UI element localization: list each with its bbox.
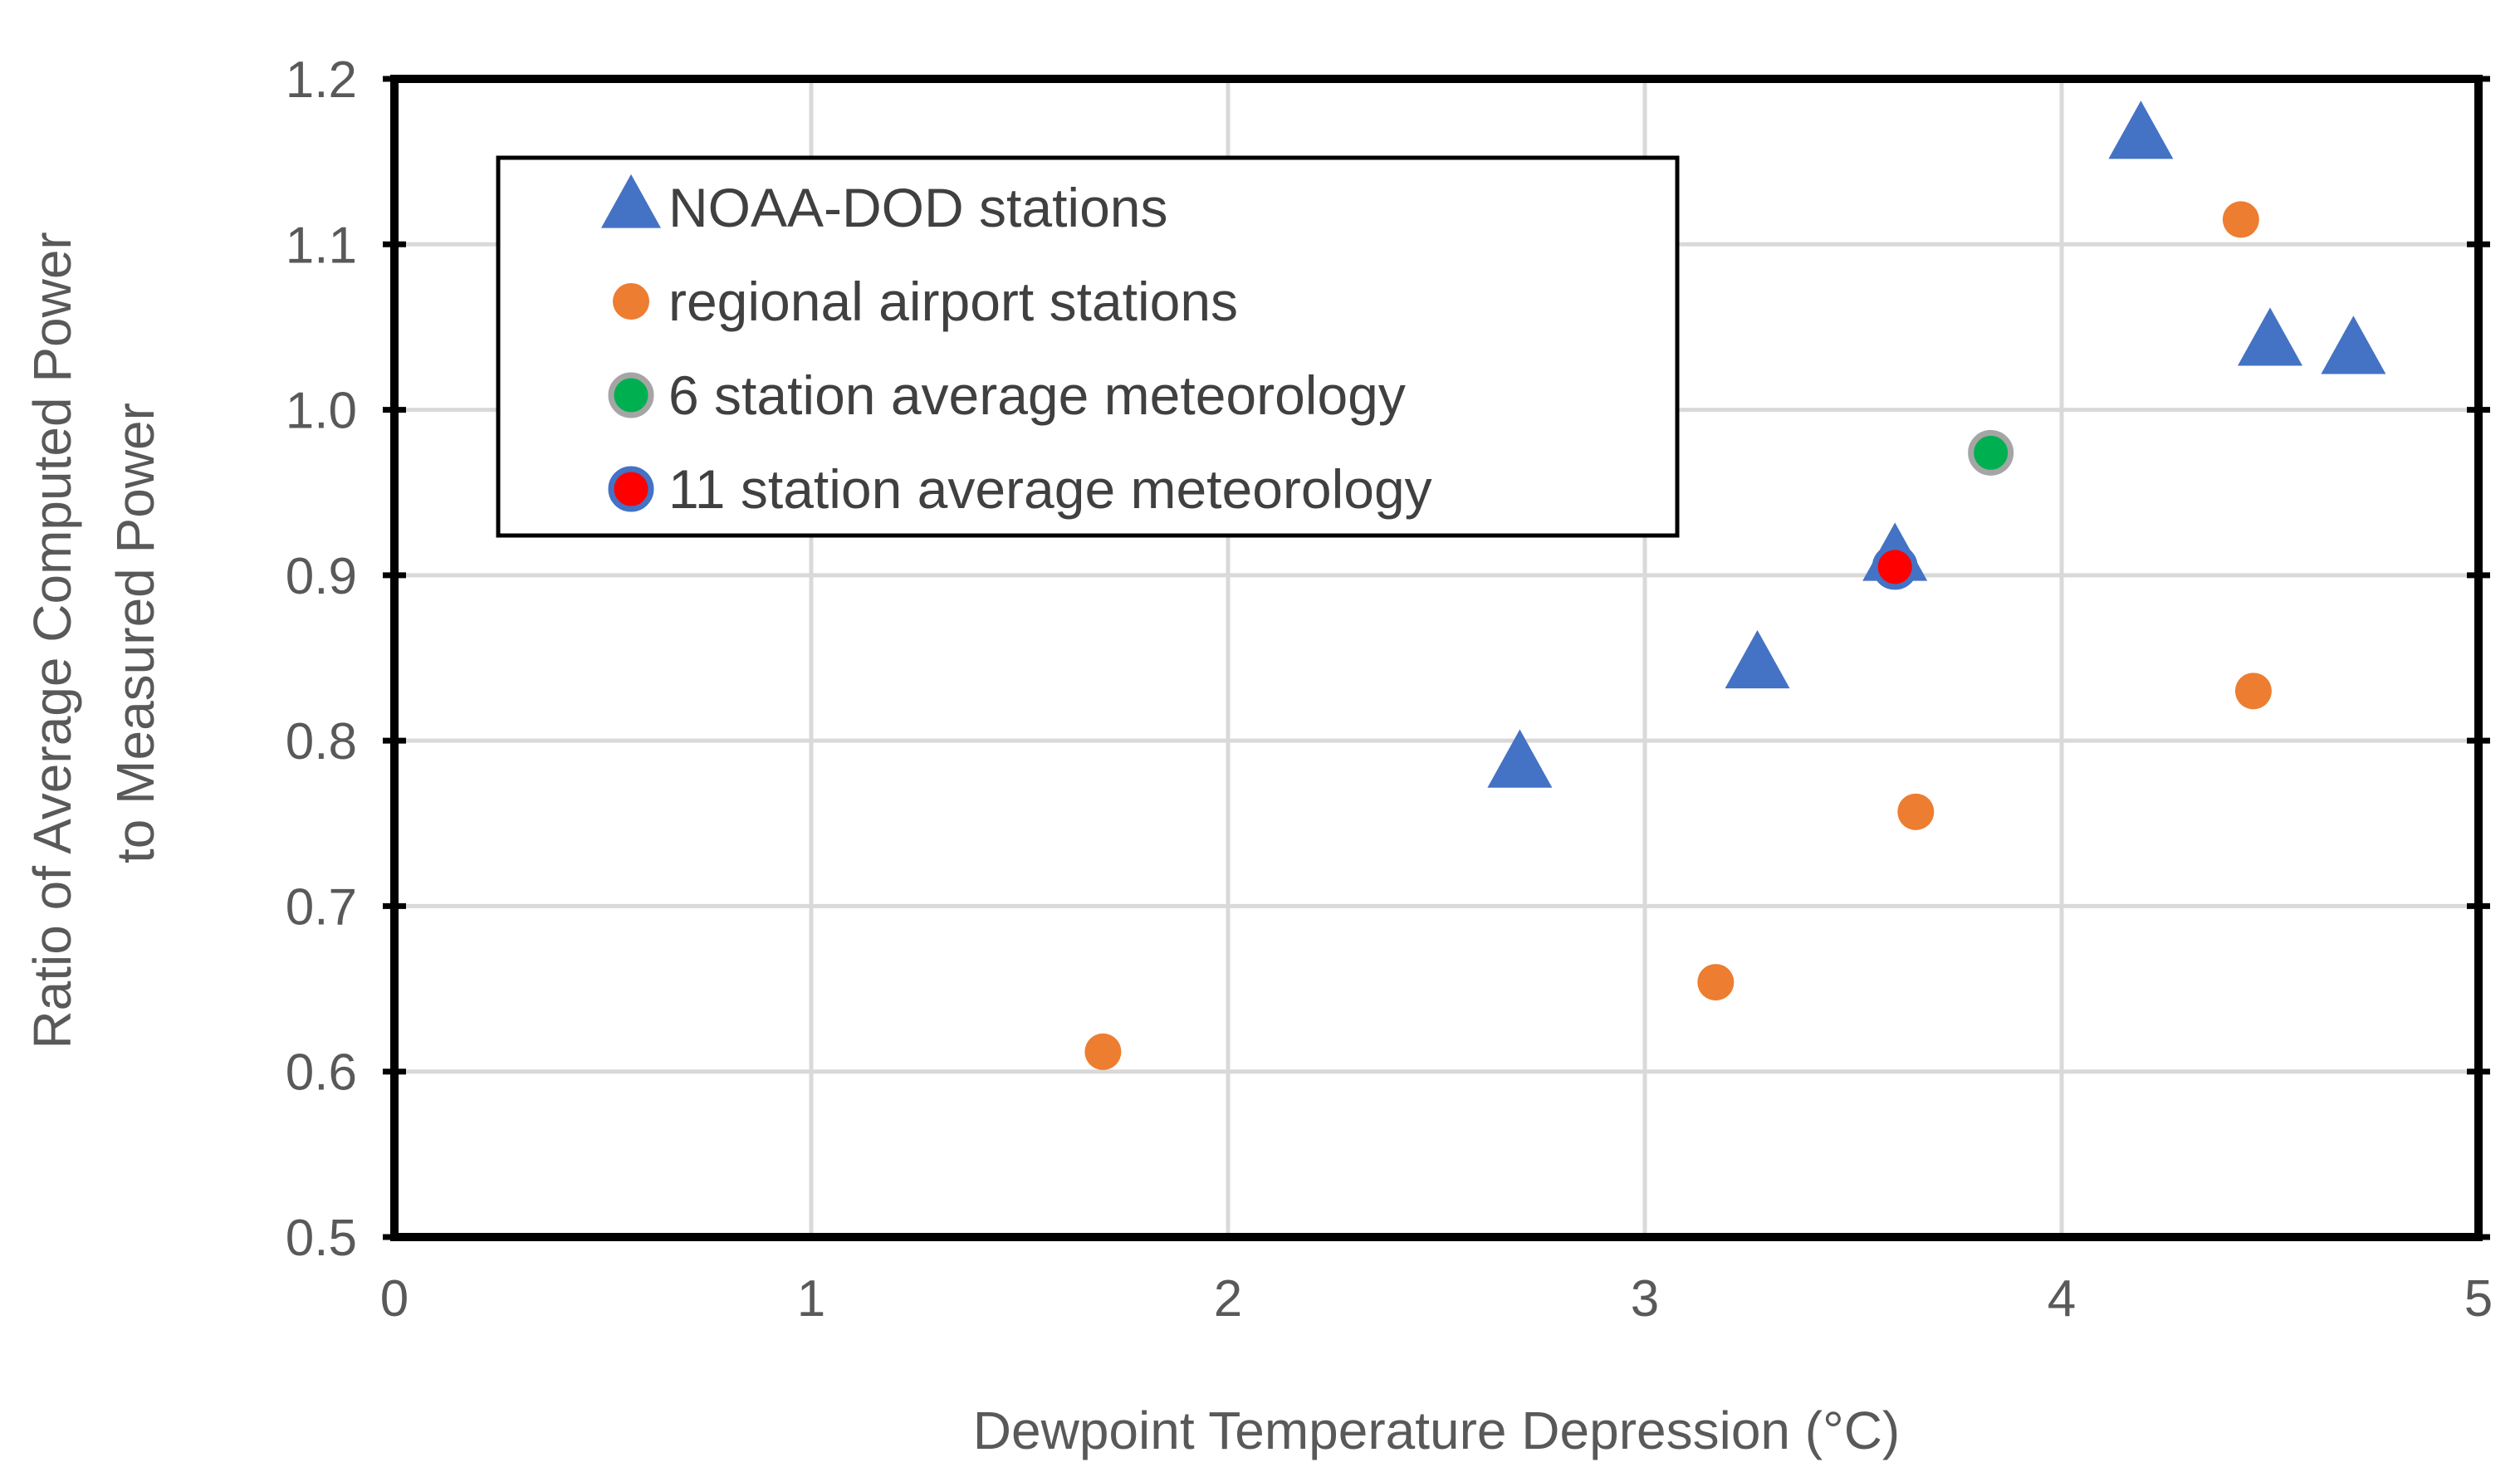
y-tick-labels: 0.5 0.6 0.7 0.8 0.9 1.0 1.1 1.2: [286, 51, 357, 1267]
plot-area-frame: [390, 75, 2483, 1241]
data-point-circle: [1697, 964, 1735, 1001]
y-tick-label: 0.7: [286, 878, 357, 936]
legend-marker-circle: [613, 283, 649, 320]
legend-box: [496, 155, 1680, 538]
data-point-circle: [2234, 672, 2272, 710]
legend-marker-circle: [608, 466, 654, 512]
legend-marker-triangle: [601, 174, 661, 228]
data-point-circle: [1084, 1033, 1122, 1070]
legend-label: 11 station average meteorology: [668, 458, 1432, 520]
data-point-circle: [2222, 201, 2259, 238]
data-point-triangle: [2321, 315, 2386, 374]
x-tick-label: 4: [2048, 1270, 2076, 1328]
legend-label: 6 station average meteorology: [668, 364, 1406, 426]
y-axis-title: Ratio of Average Computed Power to Measu…: [22, 217, 165, 1049]
data-point-triangle: [2108, 100, 2174, 159]
data-point-circle: [1968, 429, 2014, 476]
y-tick-label: 1.0: [286, 383, 357, 440]
x-axis-title: Dewpoint Temperature Depression (°C): [973, 1401, 1900, 1460]
data-point-circle: [1897, 793, 1935, 830]
x-tick-labels: 0 1 2 3 4 5: [380, 1270, 2493, 1328]
data-points: [1084, 100, 2386, 1070]
data-point-triangle: [1725, 629, 1790, 689]
y-tick-label: 0.5: [286, 1210, 357, 1267]
data-point-triangle: [2238, 307, 2302, 366]
legend-label: regional airport stations: [668, 271, 1238, 332]
x-tick-label: 1: [797, 1270, 825, 1328]
y-tick-label: 1.1: [286, 217, 357, 274]
y-axis-title-line-1: Ratio of Average Computed Power: [22, 232, 82, 1049]
legend-label: NOAA-DOD stations: [668, 177, 1167, 238]
y-tick-label: 0.9: [286, 548, 357, 605]
x-tick-label: 2: [1214, 1270, 1242, 1328]
axis-ticks: [383, 76, 2490, 1240]
x-tick-label: 5: [2464, 1270, 2493, 1328]
y-tick-label: 1.2: [286, 51, 357, 109]
legend: NOAA-DOD stations regional airport statio…: [496, 155, 1680, 538]
y-tick-label: 0.8: [286, 713, 357, 770]
y-axis-title-line-2: to Measured Power: [105, 403, 165, 863]
y-tick-label: 0.6: [286, 1044, 357, 1102]
data-point-triangle: [1487, 729, 1553, 788]
legend-marker-circle: [608, 372, 654, 418]
x-tick-label: 0: [380, 1270, 409, 1328]
x-tick-label: 3: [1631, 1270, 1659, 1328]
data-point-circle: [1872, 544, 1918, 590]
